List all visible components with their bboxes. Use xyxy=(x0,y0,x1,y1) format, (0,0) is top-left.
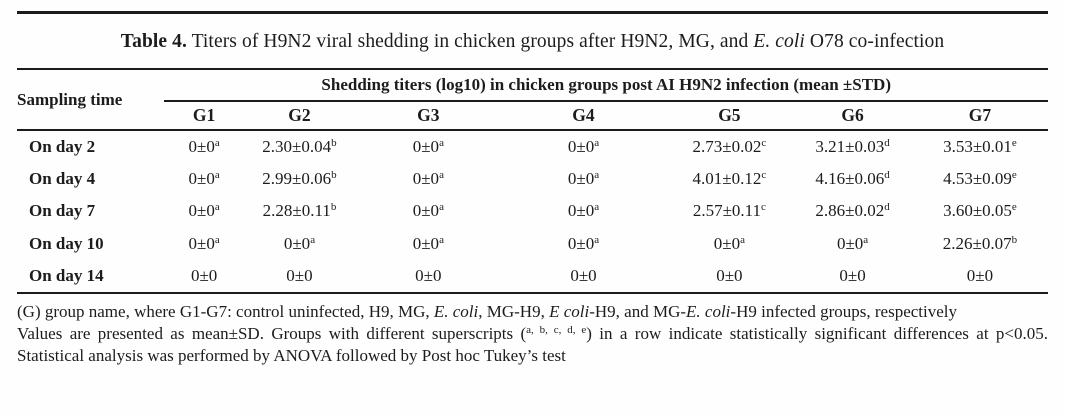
table-cell: 4.16±0.06d xyxy=(815,168,890,188)
table-cell: 3.53±0.01e xyxy=(943,136,1017,156)
superscript: a xyxy=(594,168,600,181)
superscript: d xyxy=(884,136,890,149)
superscript: e xyxy=(1011,168,1017,181)
table-cell: 0±0a xyxy=(836,233,869,253)
column-header-g3: G3 xyxy=(355,101,502,131)
table-cell: 0±0a xyxy=(188,233,220,253)
column-header-g2: G2 xyxy=(243,101,356,131)
superscript: b xyxy=(1011,233,1018,246)
row-label: On day 4 xyxy=(29,168,96,188)
footnote-group-names: (G) group name, where G1-G7: control uni… xyxy=(17,301,958,321)
table-cell: 0±0 xyxy=(243,260,356,294)
table-cell: 3.21±0.03d xyxy=(815,136,890,156)
superscript: c xyxy=(761,168,767,181)
table-title-text-end: O78 co-infection xyxy=(804,31,945,52)
table-cell: 2.57±0.11c xyxy=(692,201,766,221)
table-cell: 0±0 xyxy=(911,260,1048,294)
table-row-day14: On day 14 0±0 0±0 0±0 0±0 0±0 0±0 0±0 xyxy=(17,260,1048,294)
span-header-shedding-titers: Shedding titers (log10) in chicken group… xyxy=(164,69,1048,102)
italic-e-coli: E coli xyxy=(549,301,590,321)
table-cell: 0±0a xyxy=(188,168,220,188)
table-cell: 0±0a xyxy=(283,233,316,253)
table-cell: 2.30±0.04b xyxy=(262,136,337,156)
table-cell: 0±0a xyxy=(412,201,444,221)
superscript: a xyxy=(439,168,444,181)
superscript-letters: a, b, c, d, e xyxy=(526,323,587,336)
header-row-span: Sampling time Shedding titers (log10) in… xyxy=(17,69,1048,131)
row-label: On day 2 xyxy=(29,136,96,156)
table-cell: 0±0 xyxy=(164,260,244,294)
superscript: a xyxy=(594,233,600,246)
row-label: On day 10 xyxy=(29,233,104,253)
shedding-titers-table: Sampling time Shedding titers (log10) in… xyxy=(17,68,1048,294)
superscript: b xyxy=(330,201,337,214)
table-title-italic: E. coli xyxy=(753,31,805,52)
table-cell: 0±0a xyxy=(567,233,600,253)
column-header-g6: G6 xyxy=(793,101,912,131)
superscript: b xyxy=(331,168,337,181)
superscript: a xyxy=(214,201,220,214)
superscript: e xyxy=(1011,201,1017,214)
table-row-day7: On day 7 0±0a 2.28±0.11b 0±0a 0±0a 2.57±… xyxy=(17,195,1048,228)
table-cell: 0±0a xyxy=(188,201,220,221)
superscript: a xyxy=(594,201,600,214)
superscript: a xyxy=(310,233,316,246)
table-title-text: Titers of H9N2 viral shedding in chicken… xyxy=(186,31,754,52)
table-cell: 2.86±0.02d xyxy=(815,201,890,221)
superscript: d xyxy=(884,168,890,181)
row-label: On day 14 xyxy=(17,260,165,294)
superscript: a xyxy=(863,233,869,246)
superscript: a xyxy=(439,233,444,246)
table-cell: 0±0 xyxy=(501,260,666,294)
superscript: a xyxy=(214,233,220,246)
superscript: d xyxy=(884,201,890,214)
table-cell: 2.26±0.07b xyxy=(942,233,1018,253)
table-cell: 0±0a xyxy=(412,136,444,156)
superscript: a xyxy=(740,233,745,246)
superscript: c xyxy=(761,201,766,214)
table-cell: 0±0a xyxy=(567,136,600,156)
table-title: Table 4. Titers of H9N2 viral shedding i… xyxy=(17,31,1048,53)
table-cell: 0±0 xyxy=(665,260,794,294)
top-divider xyxy=(17,11,1048,14)
table-cell: 3.60±0.05e xyxy=(943,201,1017,221)
table-row-day10: On day 10 0±0a 0±0a 0±0a 0±0a 0±0a 0±0a … xyxy=(17,228,1048,261)
table-cell: 0±0a xyxy=(412,233,444,253)
table-cell: 0±0a xyxy=(567,168,600,188)
superscript: a xyxy=(214,136,220,149)
italic-e-coli: E. coli xyxy=(433,301,479,321)
table-title-number: Table 4. xyxy=(120,31,187,52)
table-cell: 0±0a xyxy=(567,201,600,221)
superscript: a xyxy=(594,136,600,149)
footnote-statistics: Values are presented as mean±SD. Groups … xyxy=(17,323,1048,366)
superscript: a xyxy=(439,136,444,149)
column-header-g5: G5 xyxy=(665,101,794,131)
superscript: a xyxy=(214,168,220,181)
superscript: c xyxy=(761,136,767,149)
table-cell: 0±0 xyxy=(793,260,912,294)
table-cell: 2.73±0.02c xyxy=(692,136,767,156)
column-header-g4: G4 xyxy=(501,101,666,131)
table-cell: 0±0a xyxy=(713,233,745,253)
table-row-day2: On day 2 0±0a 2.30±0.04b 0±0a 0±0a 2.73±… xyxy=(17,130,1048,163)
table-row-day4: On day 4 0±0a 2.99±0.06b 0±0a 0±0a 4.01±… xyxy=(17,163,1048,196)
table-cell: 0±0a xyxy=(412,168,444,188)
superscript: a xyxy=(439,201,444,214)
header-row-groups: G1 G2 G3 G4 G5 G6 G7 xyxy=(17,101,1048,131)
superscript: e xyxy=(1011,136,1017,149)
row-label: On day 7 xyxy=(29,201,96,221)
column-header-g7: G7 xyxy=(911,101,1048,131)
column-header-g1: G1 xyxy=(164,101,244,131)
table-cell: 2.28±0.11b xyxy=(262,201,337,221)
table-footnotes: (G) group name, where G1-G7: control uni… xyxy=(17,301,1048,368)
table-cell: 4.01±0.12c xyxy=(692,168,767,188)
table-cell: 2.99±0.06b xyxy=(262,168,337,188)
table-cell: 0±0 xyxy=(355,260,502,294)
corner-header-sampling-time: Sampling time xyxy=(17,69,165,131)
table-cell: 0±0a xyxy=(188,136,220,156)
table-cell: 4.53±0.09e xyxy=(943,168,1017,188)
italic-e-coli: E. coli xyxy=(686,301,731,321)
superscript: b xyxy=(331,136,337,149)
